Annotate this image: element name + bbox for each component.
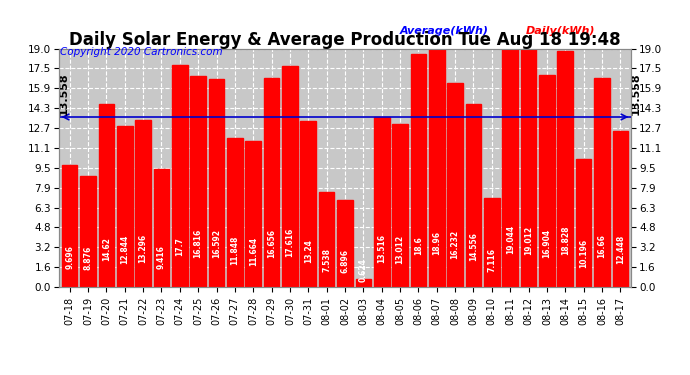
Text: Copyright 2020 Cartronics.com: Copyright 2020 Cartronics.com [60,47,223,57]
Text: 17.616: 17.616 [286,227,295,256]
Text: 16.816: 16.816 [194,229,203,258]
Text: 18.96: 18.96 [432,231,442,255]
Bar [190,76,206,287]
Bar [337,201,353,287]
Bar [172,65,188,287]
Text: 12.448: 12.448 [616,235,625,264]
Text: 6.896: 6.896 [340,249,350,273]
Text: 14.62: 14.62 [102,237,111,261]
Text: 11.664: 11.664 [248,237,258,266]
Bar [521,49,536,287]
Bar [613,131,628,287]
Bar [355,279,371,287]
Text: 16.592: 16.592 [212,229,221,258]
Text: 9.416: 9.416 [157,245,166,269]
Bar [154,169,169,287]
Text: 16.232: 16.232 [451,230,460,259]
Bar [466,105,482,287]
Text: 13.558: 13.558 [59,72,69,115]
Bar [411,54,426,287]
Bar [319,192,335,287]
Text: 13.516: 13.516 [377,234,386,263]
Bar [99,104,114,287]
Bar [429,49,444,287]
Bar [502,48,518,287]
Bar [135,120,151,287]
Text: 10.196: 10.196 [579,238,588,268]
Text: 16.904: 16.904 [542,229,551,258]
Text: 14.556: 14.556 [469,232,478,261]
Bar [484,198,500,287]
Bar [539,75,555,287]
Bar [227,138,243,287]
Text: 13.012: 13.012 [395,234,404,264]
Text: 13.24: 13.24 [304,239,313,263]
Text: 18.828: 18.828 [561,225,570,255]
Text: 7.116: 7.116 [487,248,496,272]
Text: 17.7: 17.7 [175,238,184,256]
Bar [300,121,316,287]
Bar [80,176,96,287]
Bar [576,159,591,287]
Text: 19.012: 19.012 [524,225,533,255]
Bar [282,66,297,287]
Text: 12.844: 12.844 [120,234,129,264]
Bar [264,78,279,287]
Bar [447,84,463,287]
Bar [117,126,132,287]
Bar [393,124,408,287]
Title: Daily Solar Energy & Average Production Tue Aug 18 19:48: Daily Solar Energy & Average Production … [69,31,621,49]
Bar [558,51,573,287]
Text: 8.876: 8.876 [83,246,92,270]
Bar [246,141,261,287]
Text: 13.296: 13.296 [139,234,148,263]
Text: Average(kWh): Average(kWh) [400,26,489,36]
Text: 9.696: 9.696 [65,244,74,268]
Text: 13.558: 13.558 [631,72,641,115]
Bar [208,79,224,287]
Bar [594,78,610,287]
Text: 16.656: 16.656 [267,229,276,258]
Text: 19.044: 19.044 [506,225,515,255]
Text: Daily(kWh): Daily(kWh) [525,26,595,36]
Text: 0.624: 0.624 [359,258,368,282]
Bar [62,165,77,287]
Text: 18.6: 18.6 [414,236,423,255]
Text: 11.848: 11.848 [230,236,239,265]
Bar [374,117,390,287]
Text: 16.66: 16.66 [598,234,607,258]
Text: 7.538: 7.538 [322,248,331,272]
